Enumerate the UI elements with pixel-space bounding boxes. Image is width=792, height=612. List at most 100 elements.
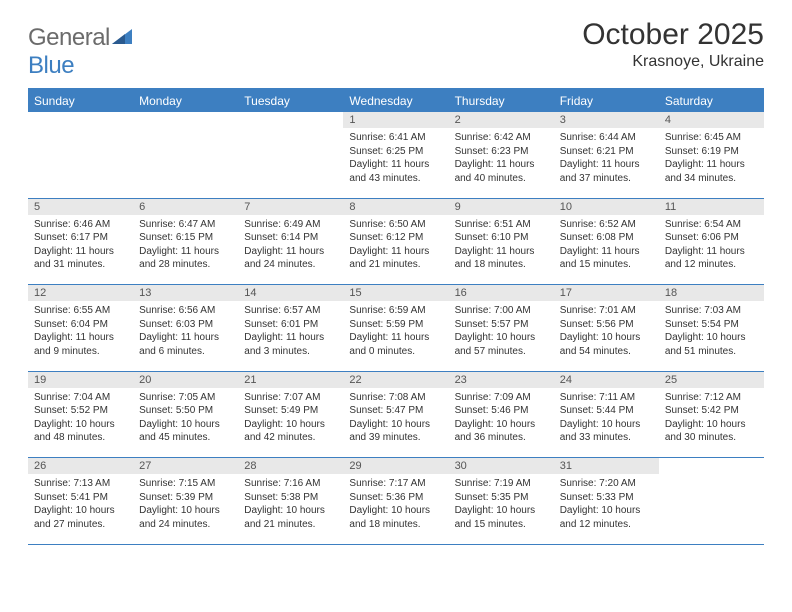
day-content: Sunrise: 6:57 AMSunset: 6:01 PMDaylight:… [238,301,343,364]
day-line: Daylight: 10 hours [665,418,758,432]
day-line: and 30 minutes. [665,431,758,445]
day-line: Sunrise: 6:54 AM [665,218,758,232]
page-header: GeneralBlue October 2025 Krasnoye, Ukrai… [28,18,764,80]
day-header: Thursday [449,89,554,112]
day-cell: Sunrise: 6:47 AMSunset: 6:15 PMDaylight:… [133,215,238,285]
day-content: Sunrise: 6:56 AMSunset: 6:03 PMDaylight:… [133,301,238,364]
day-line: Sunrise: 7:15 AM [139,477,232,491]
day-content: Sunrise: 7:00 AMSunset: 5:57 PMDaylight:… [449,301,554,364]
daynum-cell: 29 [343,458,448,475]
daynum-cell: 14 [238,285,343,302]
day-line: Daylight: 10 hours [560,331,653,345]
day-cell: Sunrise: 7:13 AMSunset: 5:41 PMDaylight:… [28,474,133,544]
day-cell [659,474,764,544]
day-line: Sunset: 5:59 PM [349,318,442,332]
day-header: Tuesday [238,89,343,112]
day-line: Daylight: 10 hours [349,418,442,432]
daynum-cell: 21 [238,371,343,388]
day-content: Sunrise: 6:44 AMSunset: 6:21 PMDaylight:… [554,128,659,191]
daynum-cell: 26 [28,458,133,475]
day-number: 5 [28,199,133,215]
day-cell: Sunrise: 6:46 AMSunset: 6:17 PMDaylight:… [28,215,133,285]
day-line: and 28 minutes. [139,258,232,272]
day-line: and 45 minutes. [139,431,232,445]
daynum-row: 12131415161718 [28,285,764,302]
day-content [133,128,238,137]
day-line: and 42 minutes. [244,431,337,445]
day-line: Sunrise: 6:57 AM [244,304,337,318]
day-line: Sunset: 6:17 PM [34,231,127,245]
day-line: and 57 minutes. [455,345,548,359]
day-cell: Sunrise: 6:54 AMSunset: 6:06 PMDaylight:… [659,215,764,285]
logo: GeneralBlue [28,24,134,80]
daynum-row: 262728293031 [28,458,764,475]
day-line: Sunset: 6:25 PM [349,145,442,159]
day-line: Daylight: 10 hours [244,418,337,432]
day-cell: Sunrise: 7:09 AMSunset: 5:46 PMDaylight:… [449,388,554,458]
day-line: Sunset: 5:33 PM [560,491,653,505]
day-header: Friday [554,89,659,112]
day-cell: Sunrise: 7:01 AMSunset: 5:56 PMDaylight:… [554,301,659,371]
daynum-cell: 30 [449,458,554,475]
day-number: 1 [343,112,448,128]
day-line: Sunrise: 6:45 AM [665,131,758,145]
day-number [238,112,343,128]
day-line: Daylight: 11 hours [455,158,548,172]
day-line: Daylight: 11 hours [455,245,548,259]
day-content: Sunrise: 7:04 AMSunset: 5:52 PMDaylight:… [28,388,133,451]
day-number [28,112,133,128]
day-line: Daylight: 11 hours [665,158,758,172]
day-line: and 15 minutes. [455,518,548,532]
day-line: Sunset: 5:39 PM [139,491,232,505]
day-line: and 37 minutes. [560,172,653,186]
day-line: Sunset: 6:04 PM [34,318,127,332]
day-line: Sunset: 5:46 PM [455,404,548,418]
day-cell: Sunrise: 6:55 AMSunset: 6:04 PMDaylight:… [28,301,133,371]
day-line: and 21 minutes. [349,258,442,272]
content-row: Sunrise: 6:46 AMSunset: 6:17 PMDaylight:… [28,215,764,285]
day-line: Daylight: 10 hours [665,331,758,345]
day-cell: Sunrise: 6:41 AMSunset: 6:25 PMDaylight:… [343,128,448,198]
day-line: and 36 minutes. [455,431,548,445]
day-line: Sunrise: 6:41 AM [349,131,442,145]
day-line: Sunrise: 6:42 AM [455,131,548,145]
daynum-cell: 6 [133,198,238,215]
day-line: and 40 minutes. [455,172,548,186]
day-line: Sunset: 6:15 PM [139,231,232,245]
day-number: 12 [28,285,133,301]
daynum-cell: 28 [238,458,343,475]
day-cell: Sunrise: 7:08 AMSunset: 5:47 PMDaylight:… [343,388,448,458]
day-line: Sunrise: 7:05 AM [139,391,232,405]
day-content: Sunrise: 7:20 AMSunset: 5:33 PMDaylight:… [554,474,659,537]
day-number: 14 [238,285,343,301]
daynum-cell: 31 [554,458,659,475]
day-line: Sunset: 5:44 PM [560,404,653,418]
day-line: and 54 minutes. [560,345,653,359]
day-content: Sunrise: 6:52 AMSunset: 6:08 PMDaylight:… [554,215,659,278]
day-content: Sunrise: 6:59 AMSunset: 5:59 PMDaylight:… [343,301,448,364]
day-line: and 31 minutes. [34,258,127,272]
day-line: Daylight: 10 hours [455,418,548,432]
title-block: October 2025 Krasnoye, Ukraine [582,18,764,71]
day-cell: Sunrise: 7:07 AMSunset: 5:49 PMDaylight:… [238,388,343,458]
day-line: Daylight: 10 hours [34,418,127,432]
day-cell: Sunrise: 7:19 AMSunset: 5:35 PMDaylight:… [449,474,554,544]
daynum-cell [28,112,133,128]
day-cell: Sunrise: 6:52 AMSunset: 6:08 PMDaylight:… [554,215,659,285]
day-line: and 12 minutes. [560,518,653,532]
day-cell: Sunrise: 7:17 AMSunset: 5:36 PMDaylight:… [343,474,448,544]
daynum-cell: 10 [554,198,659,215]
day-line: Daylight: 10 hours [244,504,337,518]
daynum-cell: 4 [659,112,764,128]
day-content: Sunrise: 6:50 AMSunset: 6:12 PMDaylight:… [343,215,448,278]
day-content [238,128,343,137]
daynum-cell: 16 [449,285,554,302]
day-content: Sunrise: 6:42 AMSunset: 6:23 PMDaylight:… [449,128,554,191]
daynum-cell: 18 [659,285,764,302]
content-row: Sunrise: 6:55 AMSunset: 6:04 PMDaylight:… [28,301,764,371]
day-line: Sunrise: 7:13 AM [34,477,127,491]
day-content: Sunrise: 6:51 AMSunset: 6:10 PMDaylight:… [449,215,554,278]
daynum-cell: 25 [659,371,764,388]
day-line: Daylight: 11 hours [34,245,127,259]
day-line: Sunrise: 6:46 AM [34,218,127,232]
